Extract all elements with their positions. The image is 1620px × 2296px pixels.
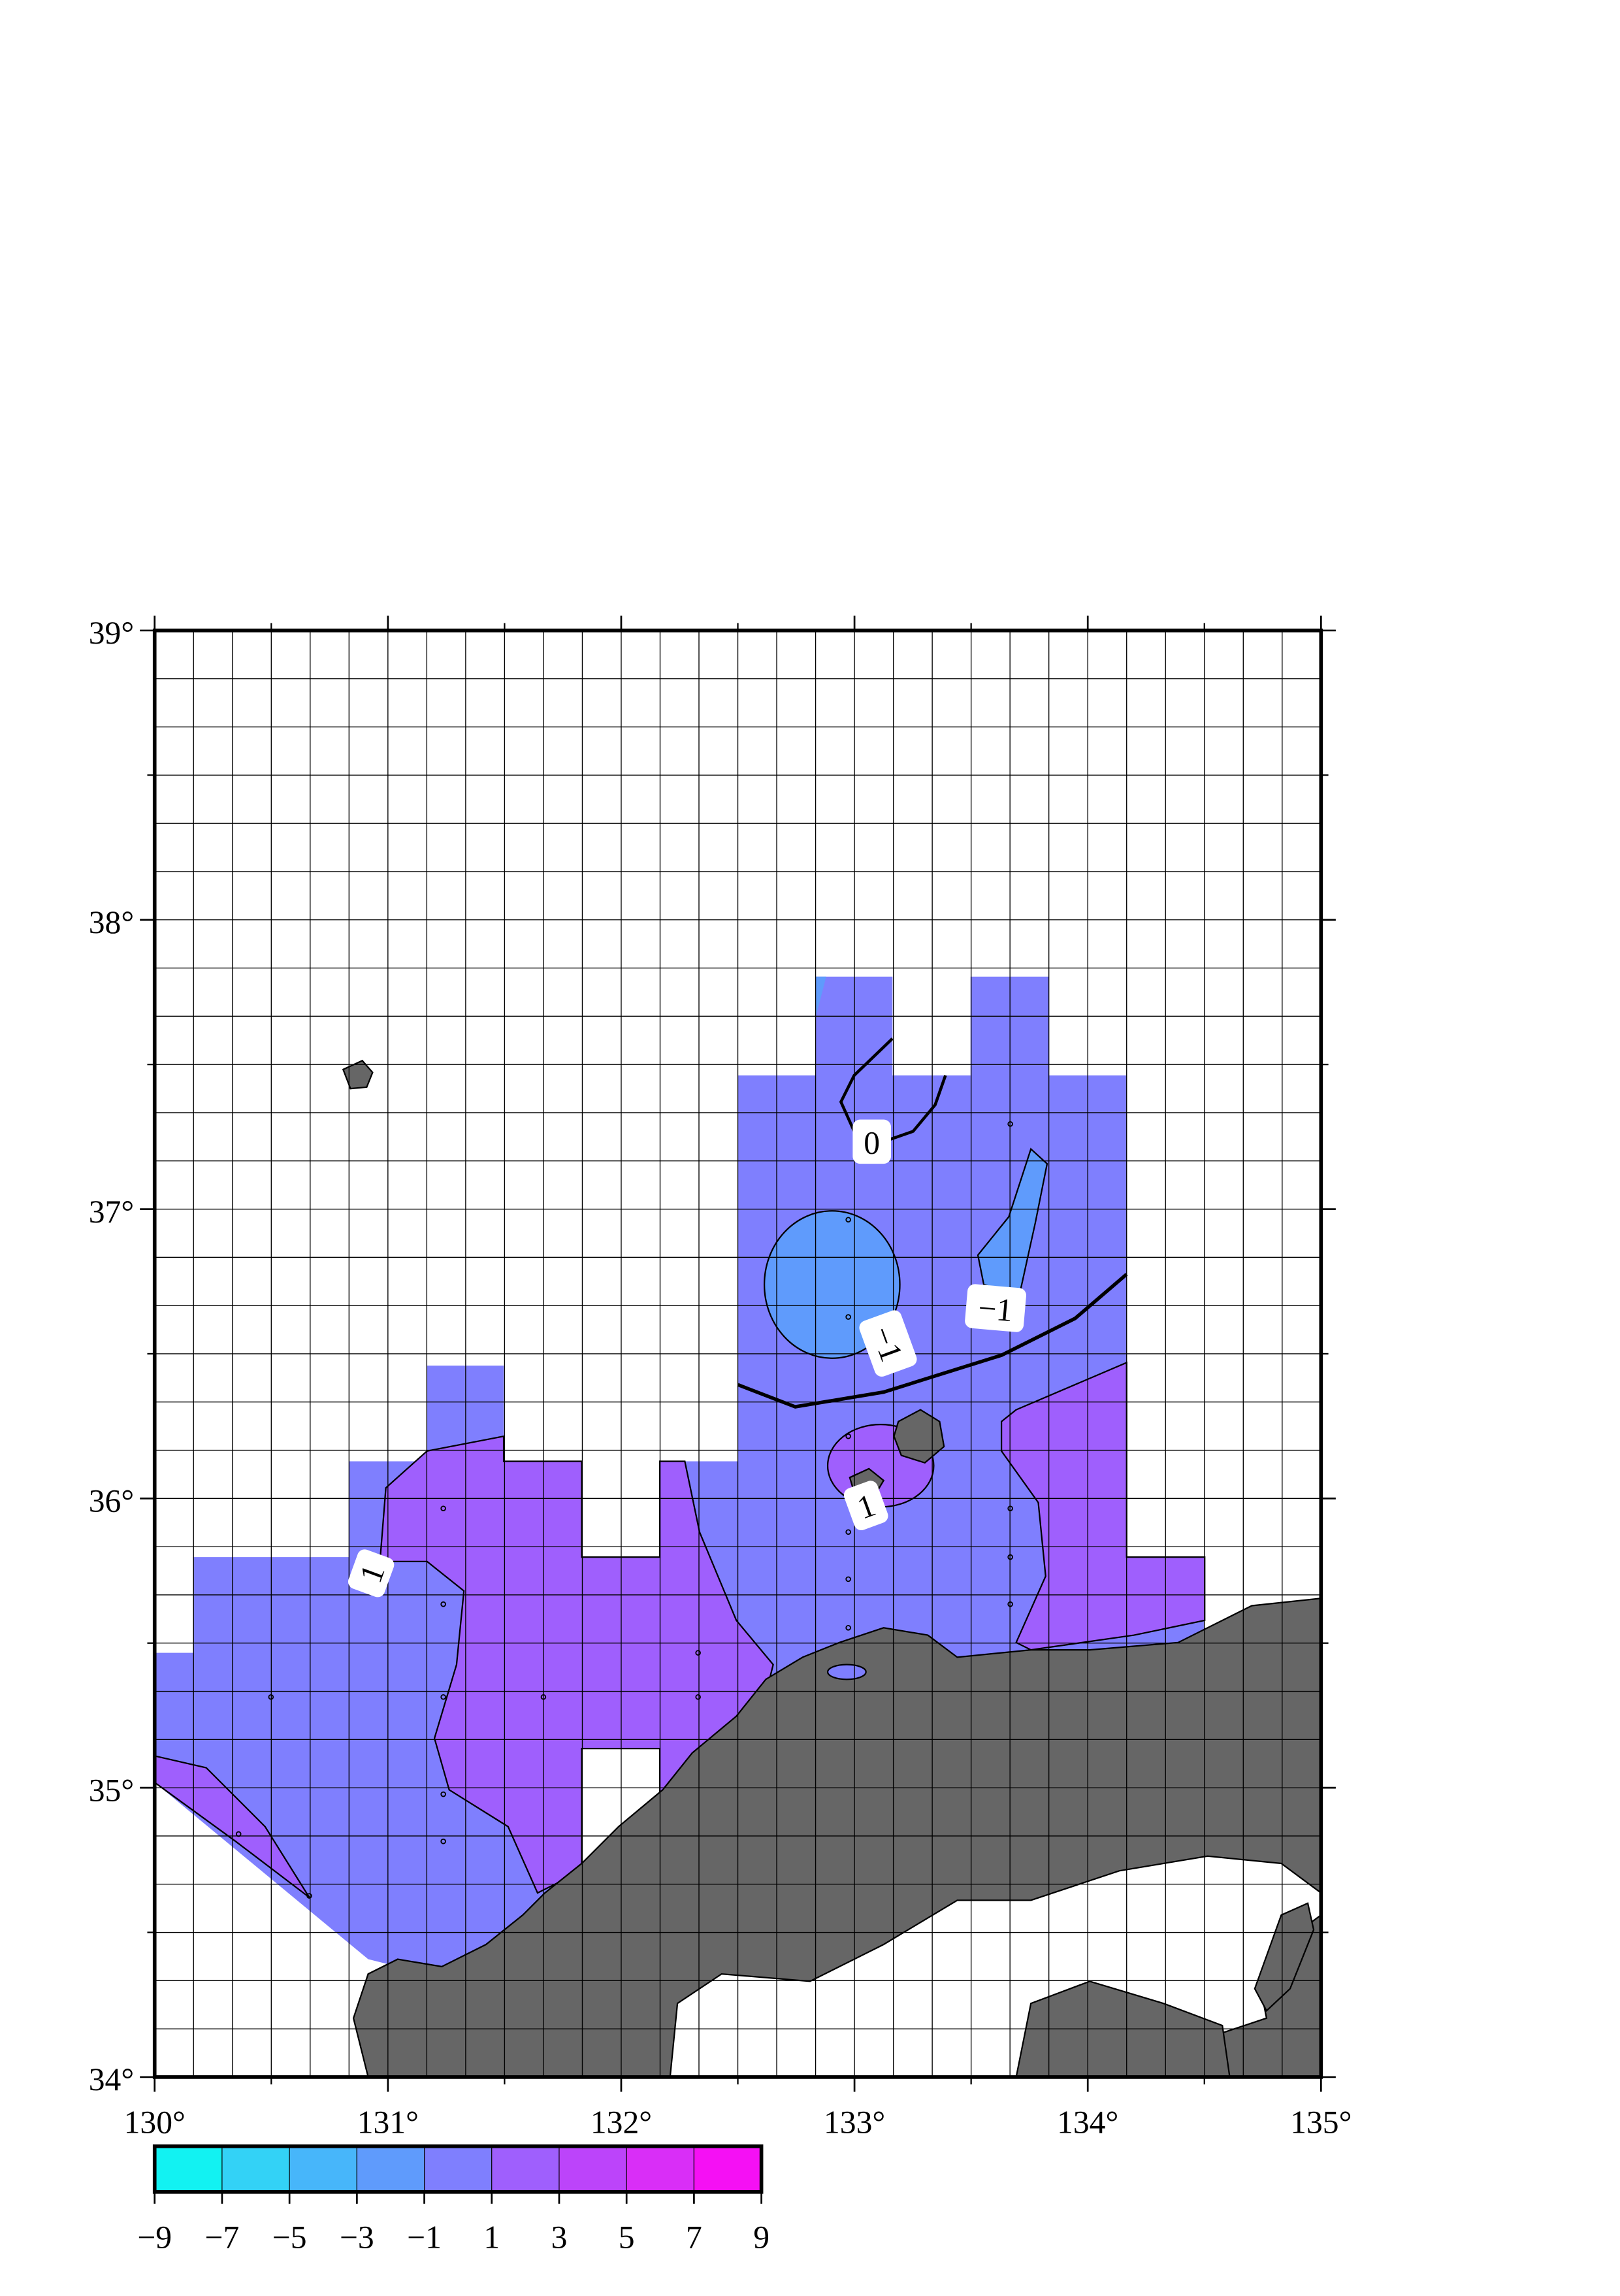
colorbar-segment — [221, 2146, 290, 2193]
colorbar-frame — [152, 2144, 764, 2194]
land — [1254, 1902, 1315, 2012]
y-tick-label: 37° — [89, 1194, 134, 1230]
colorbar-tick-label: 7 — [686, 2219, 702, 2255]
contour-label: −1 — [859, 1310, 917, 1377]
colorbar-tick-label: −3 — [340, 2219, 374, 2255]
x-tick-label: 130° — [124, 2105, 186, 2140]
contour-label: 0 — [852, 1119, 891, 1164]
contour-zero — [737, 1273, 1128, 1409]
y-tick-label: 35° — [89, 1772, 134, 1808]
colorbar-segment — [423, 2146, 493, 2193]
colorbar-tick-label: 3 — [551, 2219, 568, 2255]
colorbar-segment — [559, 2146, 627, 2193]
island — [893, 1409, 945, 1464]
contour-label: 1 — [348, 1549, 395, 1598]
colorbar-tick-label: 5 — [619, 2219, 635, 2255]
x-tick-label: 134° — [1057, 2105, 1118, 2140]
colorbar-segment — [693, 2146, 762, 2193]
colorbar-segment — [491, 2146, 560, 2193]
y-tick-label: 39° — [89, 615, 134, 651]
colorbar-tick-label: −9 — [137, 2219, 172, 2255]
contour-label: 1 — [843, 1481, 888, 1531]
contour-label: −1 — [965, 1284, 1026, 1332]
colorbar-segment — [154, 2146, 223, 2193]
graticule — [154, 630, 1321, 2077]
colorbar-tick-label: −1 — [407, 2219, 442, 2255]
x-tick-label: 135° — [1290, 2105, 1352, 2140]
colorbar-tick-label: 1 — [483, 2219, 500, 2255]
colorbar-tick-label: 9 — [753, 2219, 770, 2255]
colorbar-segment — [356, 2146, 425, 2193]
contour-label-text: −1 — [977, 1290, 1014, 1328]
contour-labels: 0 −1 −1 1 1 — [348, 1119, 1026, 1598]
lake — [826, 1664, 867, 1681]
x-tick-label: 133° — [824, 2105, 885, 2140]
colorbar-segment — [289, 2146, 357, 2193]
y-tick-label: 38° — [89, 904, 134, 940]
x-tick-label: 132° — [591, 2105, 652, 2140]
contour-label-text: 0 — [864, 1124, 880, 1160]
y-tick-label: 34° — [89, 2061, 134, 2097]
colorbar-segment — [626, 2146, 694, 2193]
colorbar-tick-label: −5 — [272, 2219, 307, 2255]
y-tick-label: 36° — [89, 1483, 134, 1519]
colorbar-tick-label: −7 — [205, 2219, 240, 2255]
x-tick-label: 131° — [357, 2105, 419, 2140]
